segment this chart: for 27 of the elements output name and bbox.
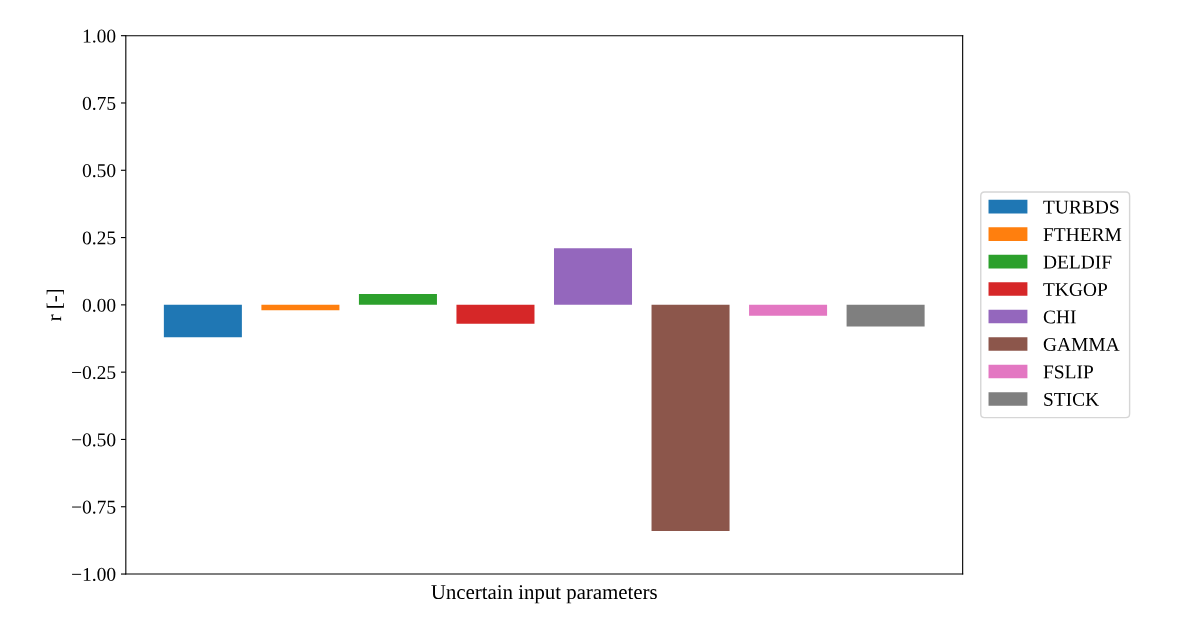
legend-label: GAMMA (1043, 337, 1120, 351)
legend-label: DELDIF (1043, 255, 1112, 269)
y-tick-label: −0.75 (72, 500, 116, 514)
bar (846, 304, 925, 327)
legend-label: STICK (1044, 392, 1099, 406)
x-axis-title: Uncertain input parameters (431, 585, 657, 604)
y-tick-label: 0.75 (82, 96, 116, 110)
y-axis-title: r [-] (46, 289, 64, 321)
y-tick-label: 1.00 (83, 29, 116, 43)
bar (358, 294, 437, 305)
bar (651, 304, 730, 531)
y-tick-label: −0.25 (72, 365, 116, 380)
legend-label: FTHERM (1043, 228, 1122, 241)
y-tick-label: −1.00 (72, 567, 116, 582)
bar (456, 304, 535, 324)
legend-label: TURBDS (1043, 200, 1119, 214)
bar (261, 304, 340, 311)
bar (553, 248, 633, 305)
y-tick-label: 0.25 (82, 231, 116, 245)
y-tick-label: 0.50 (82, 164, 116, 178)
bar (749, 304, 828, 316)
bar (163, 304, 242, 338)
y-tick-label: −0.50 (72, 433, 116, 447)
legend-label: CHI (1043, 310, 1076, 324)
legend-label: TKGOP (1043, 282, 1108, 297)
legend-label: FSLIP (1043, 365, 1093, 379)
y-tick-label: 0.00 (82, 298, 116, 312)
